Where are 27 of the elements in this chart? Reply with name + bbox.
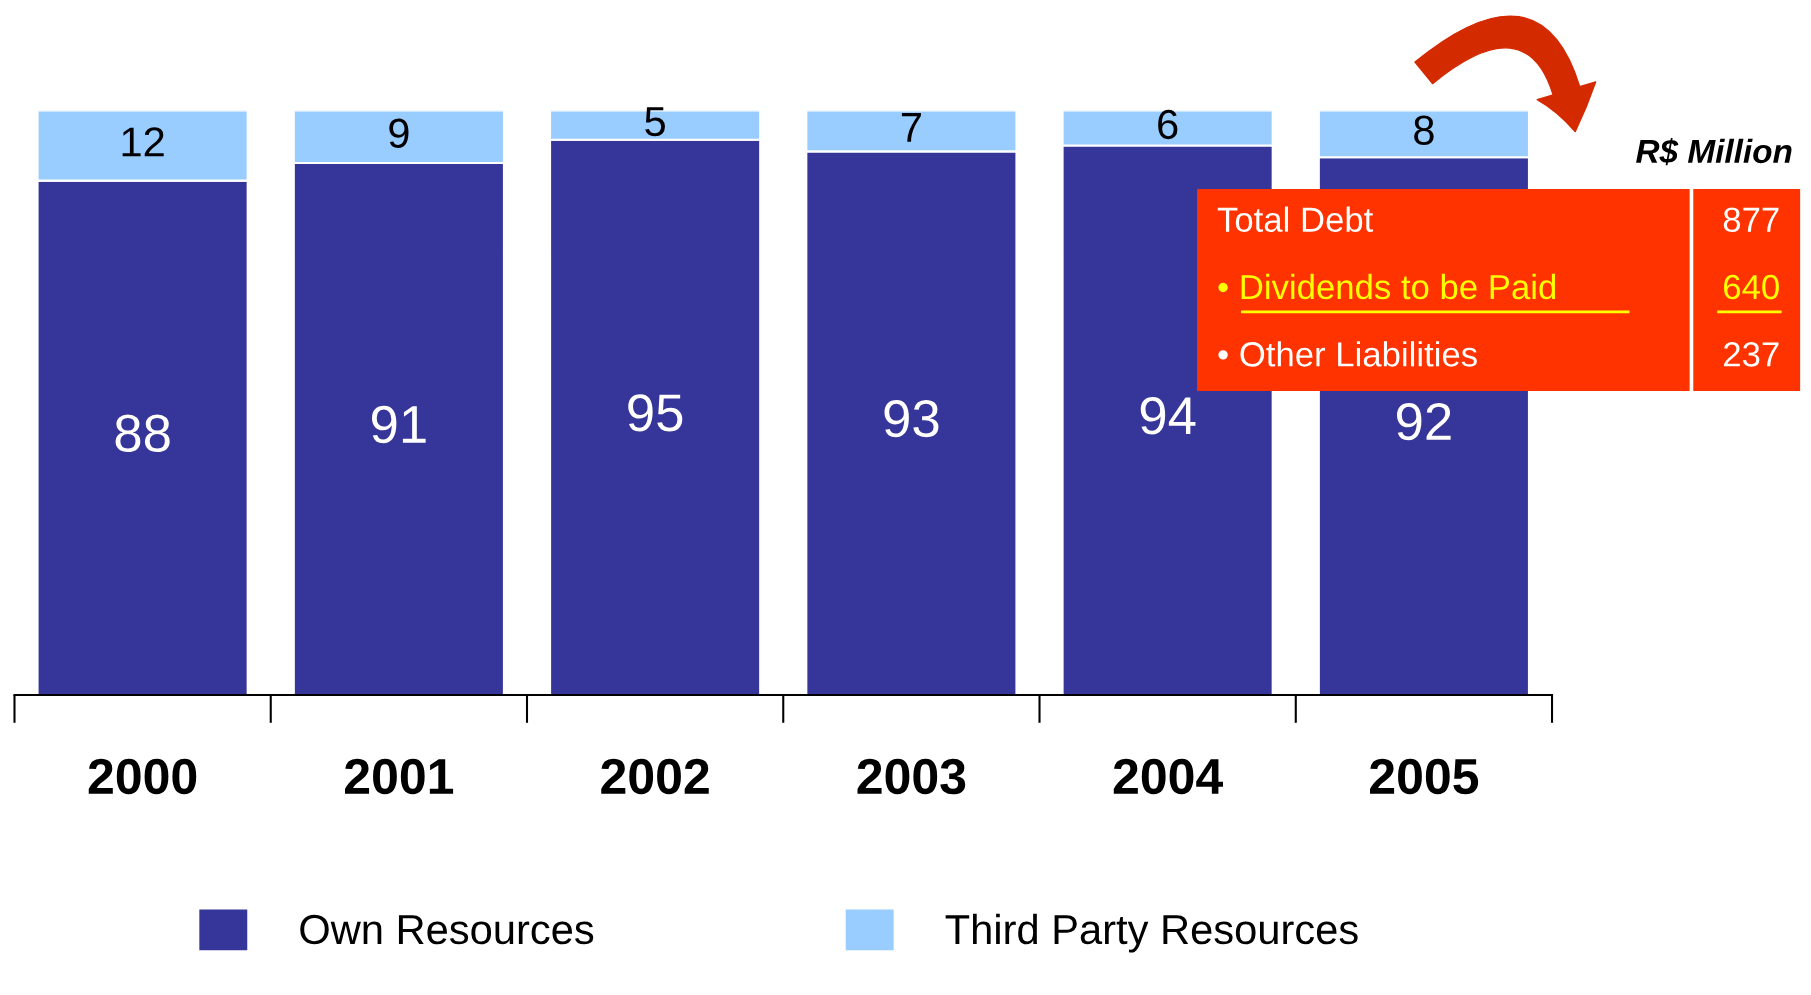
x-tick-label: 2000 <box>88 758 197 795</box>
data-label: 88 <box>115 414 170 452</box>
data-label: 95 <box>628 394 683 432</box>
annotation: Total Debt <box>1217 206 1374 233</box>
data-label: 12 <box>122 127 164 157</box>
data-label: 9 <box>389 118 409 148</box>
data-label: 5 <box>645 107 665 137</box>
data-label: 94 <box>1140 397 1196 435</box>
data-label: 93 <box>884 399 939 438</box>
annotation: • Dividends to be Paid <box>1218 273 1556 300</box>
data-label: 6 <box>1158 109 1178 140</box>
text: 237 <box>1724 342 1779 367</box>
data-label: 91 <box>372 405 426 444</box>
x-tick-label: 2001 <box>345 758 454 795</box>
data-label: 8 <box>1414 115 1434 146</box>
legend-label: Third Party Resources <box>945 913 1358 953</box>
x-tick-label: 2003 <box>857 758 966 795</box>
text: R$ Million <box>1636 138 1792 166</box>
data-label: 92 <box>1397 402 1451 441</box>
legend-label: Own Resources <box>300 914 594 945</box>
data-label: 7 <box>901 113 921 142</box>
text: 640 <box>1724 274 1779 300</box>
annotation: • Other Liabilities <box>1218 341 1477 367</box>
x-tick-label: 2002 <box>601 758 709 795</box>
x-tick-label: 2004 <box>1113 758 1223 795</box>
x-tick-label: 2005 <box>1370 758 1479 795</box>
text: 877 <box>1723 207 1779 233</box>
